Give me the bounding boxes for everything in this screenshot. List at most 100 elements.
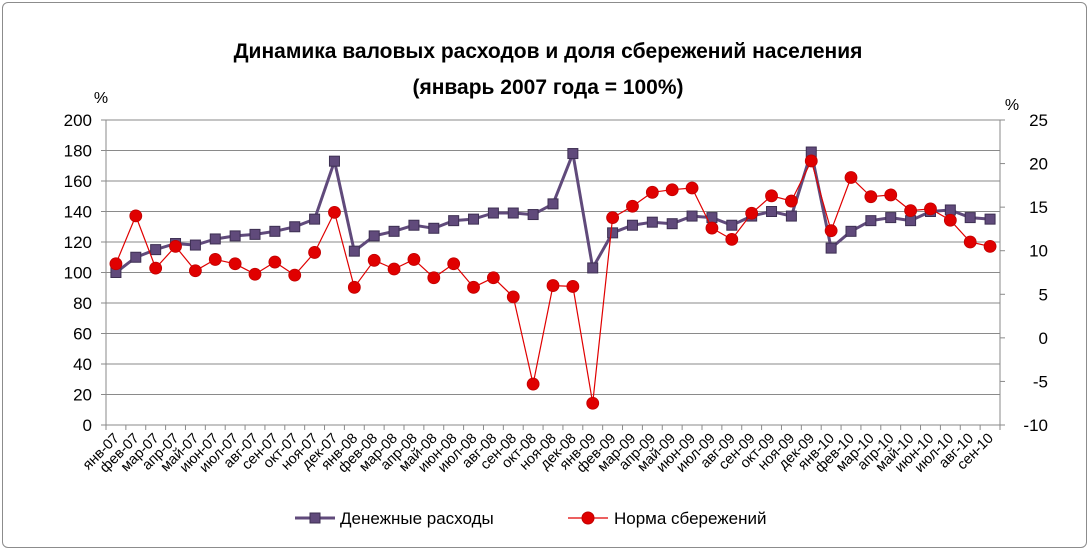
- right-tick-label: 5: [1039, 285, 1048, 304]
- data-point: [328, 155, 340, 167]
- data-point: [705, 221, 719, 235]
- data-point: [943, 213, 957, 227]
- right-axis-unit: %: [1005, 97, 1019, 114]
- data-point: [486, 271, 500, 285]
- data-point: [130, 251, 142, 263]
- data-point: [983, 239, 997, 253]
- data-point: [507, 207, 519, 219]
- data-point: [607, 227, 619, 239]
- data-point: [686, 210, 698, 222]
- data-point: [824, 224, 838, 238]
- legend: Денежные расходы Норма сбережений: [295, 509, 766, 528]
- left-tick-label: 20: [73, 386, 92, 405]
- left-tick-label: 60: [73, 325, 92, 344]
- data-point: [228, 257, 242, 271]
- series-savings-rate: [109, 154, 997, 410]
- legend-item-spending: Денежные расходы: [295, 509, 494, 528]
- data-point: [249, 228, 261, 240]
- right-tick-label: 25: [1029, 111, 1048, 130]
- data-point: [229, 230, 241, 242]
- data-point: [269, 225, 281, 237]
- data-point: [428, 222, 440, 234]
- left-tick-label: 0: [83, 416, 92, 435]
- data-point: [844, 171, 858, 184]
- data-point: [408, 219, 420, 231]
- data-point: [248, 267, 262, 281]
- data-point: [765, 189, 778, 203]
- data-point: [208, 253, 222, 266]
- data-point: [487, 207, 499, 219]
- right-tick-label: 10: [1029, 242, 1048, 261]
- data-point: [188, 264, 202, 278]
- data-point: [368, 230, 380, 242]
- chart-title: Динамика валовых расходов и доля сбереже…: [234, 40, 863, 99]
- series: [109, 146, 997, 410]
- data-point: [308, 246, 322, 259]
- data-point: [209, 233, 221, 245]
- data-point: [924, 202, 937, 216]
- data-point: [427, 271, 441, 285]
- data-point: [468, 213, 480, 225]
- data-point: [467, 280, 480, 294]
- right-tick-label: 20: [1029, 155, 1048, 174]
- chart-title-line: Динамика валовых расходов и доля сбереже…: [234, 40, 863, 63]
- left-tick-label: 100: [64, 264, 92, 283]
- data-point: [984, 213, 996, 225]
- right-tick-label: 15: [1029, 198, 1048, 217]
- data-point: [109, 257, 123, 271]
- data-point: [387, 262, 401, 276]
- legend-label: Норма сбережений: [614, 509, 766, 528]
- left-tick-label: 120: [64, 233, 92, 252]
- left-axis-ticks: 0 20 40 60 80 100 120 140 160 180 200%: [64, 90, 108, 435]
- left-tick-label: 200: [64, 111, 92, 130]
- right-tick-label: -5: [1033, 372, 1048, 391]
- data-point: [129, 209, 143, 223]
- data-point: [586, 396, 600, 410]
- data-point: [150, 244, 162, 256]
- data-point: [865, 215, 877, 227]
- data-point: [309, 213, 321, 225]
- data-point: [606, 211, 619, 225]
- data-point: [448, 215, 460, 227]
- data-point: [685, 181, 699, 195]
- data-point: [785, 210, 797, 222]
- data-point: [407, 253, 421, 266]
- left-axis-unit: %: [94, 90, 108, 107]
- legend-label: Денежные расходы: [340, 509, 494, 528]
- data-point: [547, 198, 559, 210]
- gridlines: [106, 119, 1000, 395]
- legend-swatch-marker: [309, 512, 321, 524]
- data-point: [845, 225, 857, 237]
- data-point: [626, 219, 638, 231]
- data-point: [905, 215, 917, 227]
- data-point: [626, 199, 639, 213]
- data-point: [288, 268, 302, 282]
- data-point: [666, 218, 678, 230]
- data-point: [566, 280, 580, 293]
- data-point: [646, 216, 658, 228]
- data-point: [587, 262, 599, 274]
- data-point: [347, 280, 361, 294]
- data-point: [745, 206, 759, 220]
- data-point: [964, 212, 976, 224]
- data-point: [884, 188, 898, 202]
- legend-item-savings-rate: Норма сбережений: [568, 509, 766, 528]
- chart-title-line: (январь 2007 года = 100%): [412, 76, 683, 99]
- data-point: [268, 255, 282, 269]
- data-point: [725, 232, 739, 246]
- data-point: [726, 219, 738, 231]
- right-tick-label: -10: [1023, 416, 1048, 435]
- data-point: [189, 239, 201, 251]
- data-point: [885, 212, 897, 224]
- data-point: [645, 185, 659, 199]
- x-axis-ticks: янв-07фев-07мар-07апр-07май-07июн-07июл-…: [80, 425, 1001, 476]
- right-axis-ticks: -10 -5 0 5 10 15 20 25%: [1000, 97, 1048, 435]
- data-point: [328, 205, 341, 219]
- left-tick-label: 180: [64, 142, 92, 161]
- data-point: [348, 245, 360, 257]
- data-point: [766, 206, 778, 217]
- data-point: [506, 290, 520, 304]
- data-point: [388, 225, 400, 237]
- right-tick-label: 0: [1039, 329, 1048, 348]
